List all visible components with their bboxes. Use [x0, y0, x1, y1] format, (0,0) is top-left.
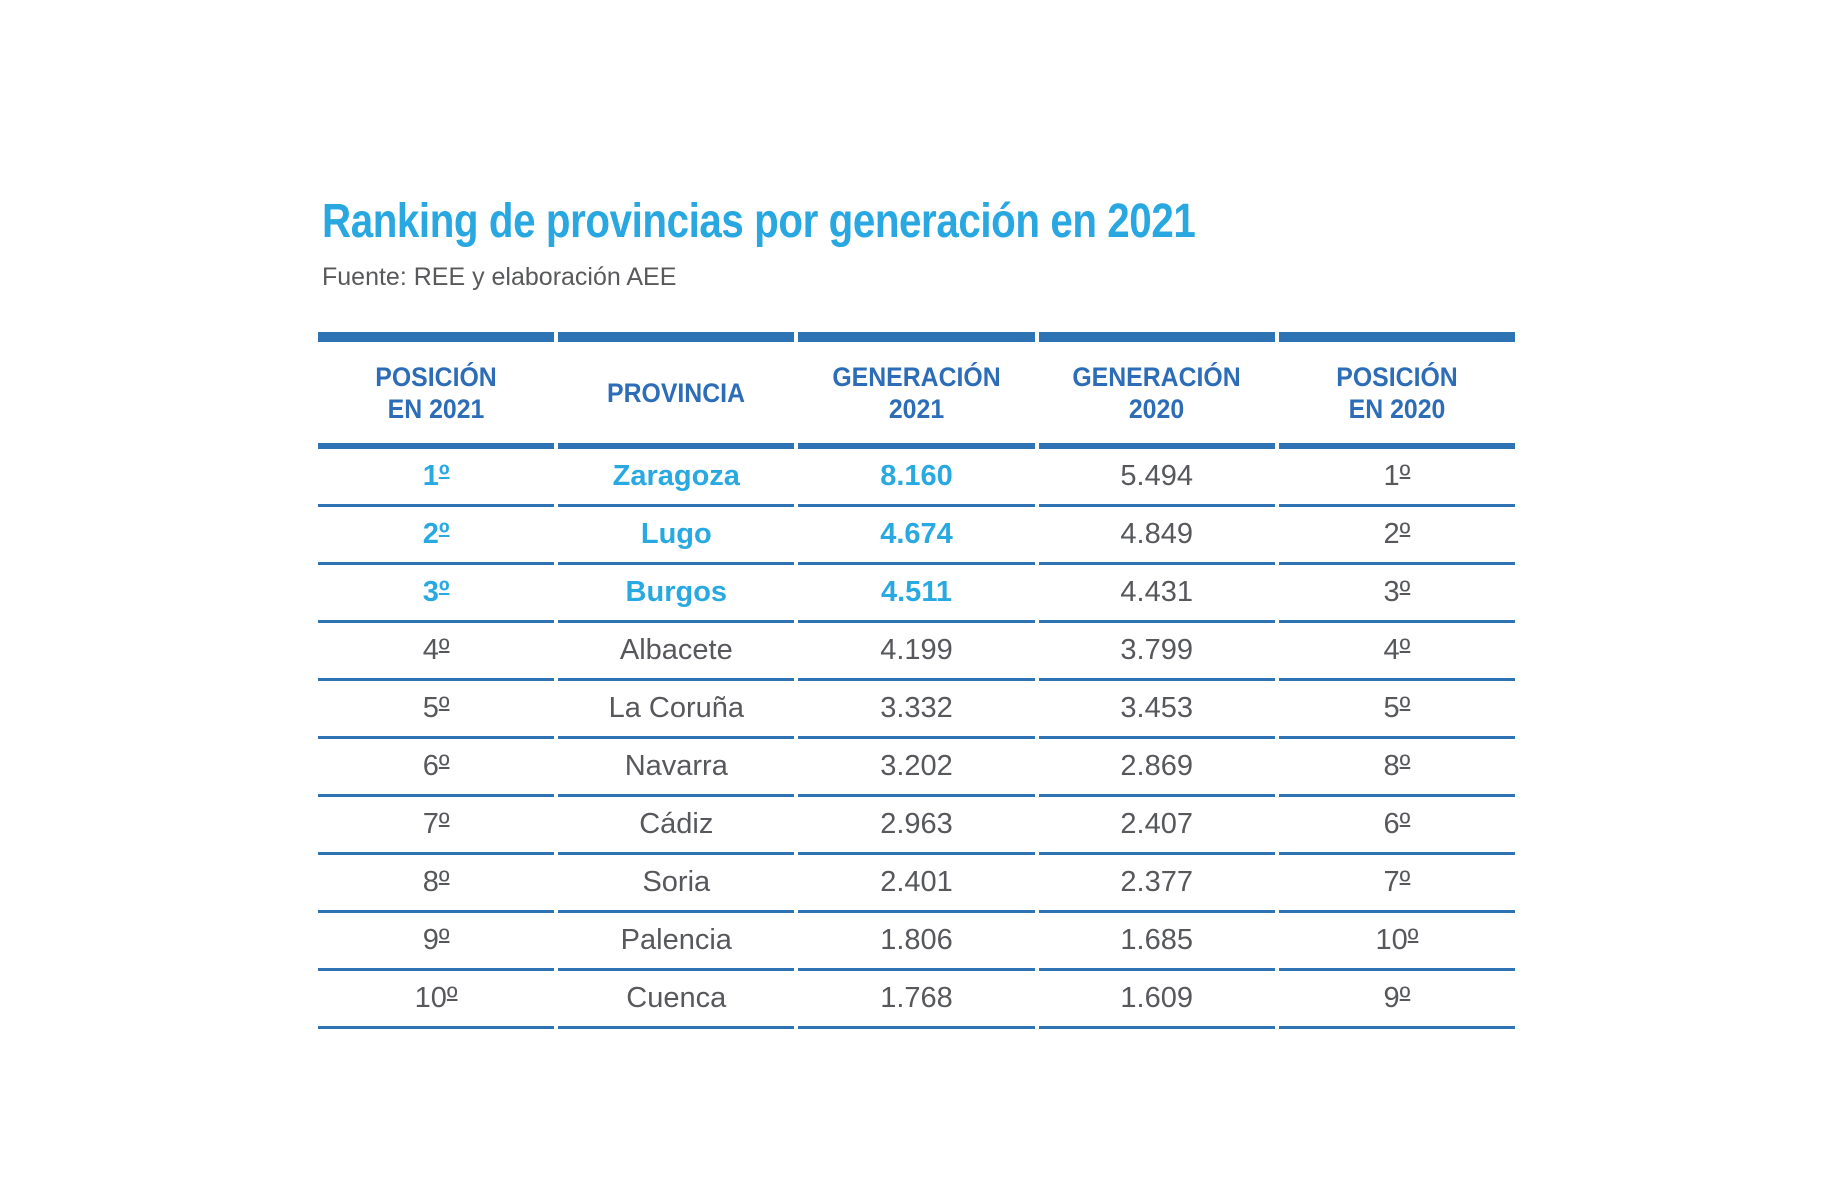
- ordinal-indicator: º: [1399, 692, 1411, 724]
- cell-generacion-2020: 3.453: [1038, 681, 1275, 739]
- cell-generacion-2021: 2.963: [798, 797, 1035, 855]
- ordinal-indicator: º: [1399, 808, 1411, 840]
- column-header-generacion-2020: GENERACIÓN 2020: [1038, 332, 1275, 449]
- cell-generacion-2021: 2.401: [798, 855, 1035, 913]
- cell-generacion-2020: 2.407: [1038, 797, 1275, 855]
- cell-generacion-2021: 1.806: [798, 913, 1035, 971]
- ordinal-indicator: º: [438, 924, 450, 956]
- cell-generacion-2020: 5.494: [1038, 449, 1275, 507]
- ordinal-indicator: º: [438, 634, 450, 666]
- cell-generacion-2021: 8.160: [798, 449, 1035, 507]
- ordinal-indicator: º: [1399, 460, 1411, 492]
- cell-provincia: Zaragoza: [558, 449, 795, 507]
- ordinal-indicator: º: [446, 982, 458, 1014]
- cell-generacion-2021: 3.202: [798, 739, 1035, 797]
- cell-generacion-2021: 4.199: [798, 623, 1035, 681]
- column-header-provincia: PROVINCIA: [558, 332, 795, 449]
- cell-generacion-2020: 1.609: [1038, 971, 1275, 1029]
- page-title: Ranking de provincias por generación en …: [322, 196, 1362, 248]
- column-header-posicion-2020: POSICIÓN EN 2020: [1278, 332, 1515, 449]
- cell-generacion-2021: 4.511: [798, 565, 1035, 623]
- ordinal-indicator: º: [438, 750, 450, 782]
- cell-provincia: Burgos: [558, 565, 795, 623]
- ordinal-indicator: º: [438, 576, 450, 608]
- ordinal-indicator: º: [438, 692, 450, 724]
- cell-generacion-2020: 3.799: [1038, 623, 1275, 681]
- ordinal-indicator: º: [1399, 634, 1411, 666]
- ordinal-indicator: º: [1399, 866, 1411, 898]
- column-header-generacion-2021: GENERACIÓN 2021: [798, 332, 1035, 449]
- cell-generacion-2020: 4.431: [1038, 565, 1275, 623]
- cell-generacion-2021: 3.332: [798, 681, 1035, 739]
- cell-posicion-2020: 10 º: [1278, 913, 1515, 971]
- ranking-table: POSICIÓN EN 2021 PROVINCIA GENERACIÓN 20…: [318, 332, 1515, 1029]
- ordinal-indicator: º: [1407, 924, 1419, 956]
- cell-provincia: La Coruña: [558, 681, 795, 739]
- source-note: Fuente: REE y elaboración AEE: [322, 263, 677, 291]
- cell-generacion-2021: 4.674: [798, 507, 1035, 565]
- cell-generacion-2020: 2.377: [1038, 855, 1275, 913]
- cell-provincia: Soria: [558, 855, 795, 913]
- column-header-posicion-2021: POSICIÓN EN 2021: [318, 332, 555, 449]
- ordinal-indicator: º: [438, 808, 450, 840]
- ordinal-indicator: º: [1399, 518, 1411, 550]
- ordinal-indicator: º: [438, 460, 450, 492]
- page-title-text: Ranking de provincias por generación en …: [322, 195, 1196, 248]
- cell-generacion-2021: 1.768: [798, 971, 1035, 1029]
- cell-generacion-2020: 4.849: [1038, 507, 1275, 565]
- ordinal-indicator: º: [1399, 750, 1411, 782]
- ordinal-indicator: º: [1399, 576, 1411, 608]
- cell-provincia: Palencia: [558, 913, 795, 971]
- ordinal-indicator: º: [438, 866, 450, 898]
- ordinal-indicator: º: [1399, 982, 1411, 1014]
- cell-provincia: Cuenca: [558, 971, 795, 1029]
- cell-generacion-2020: 2.869: [1038, 739, 1275, 797]
- cell-generacion-2020: 1.685: [1038, 913, 1275, 971]
- cell-provincia: Albacete: [558, 623, 795, 681]
- ordinal-indicator: º: [438, 518, 450, 550]
- cell-provincia: Cádiz: [558, 797, 795, 855]
- cell-provincia: Navarra: [558, 739, 795, 797]
- cell-provincia: Lugo: [558, 507, 795, 565]
- cell-posicion-2021: 10 º: [318, 971, 555, 1029]
